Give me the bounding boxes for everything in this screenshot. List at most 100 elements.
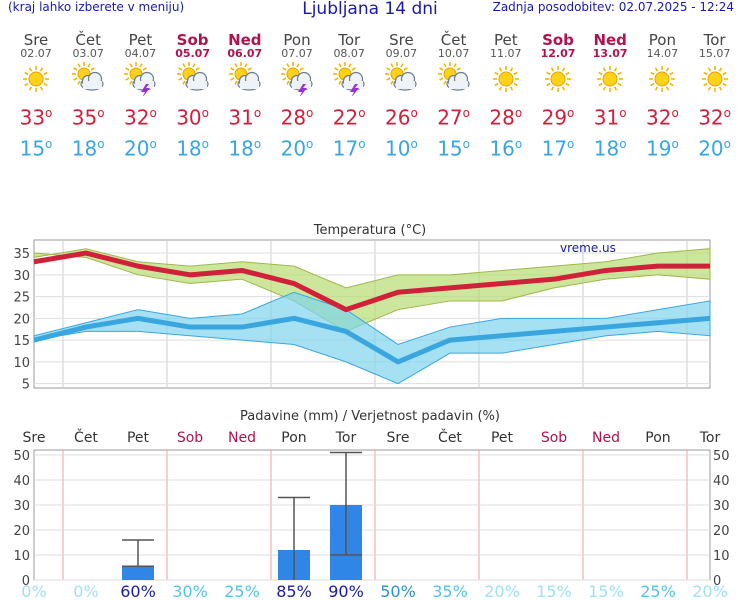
precipitation-bar [122,566,154,580]
y-tick-label-left: 10 [13,549,30,564]
max-temperature: 27o [437,105,470,130]
min-temperature: 17o [541,136,575,161]
sun-icon [701,66,728,92]
weather-icon-cell [219,62,271,98]
day-name: Sob [542,31,574,49]
day-column: Pet 11.07 28o 16o [480,32,532,161]
min-temperature-band [33,291,711,385]
weather-icon-cell [114,62,166,98]
max-temperature: 22o [332,105,366,130]
day-date: 04.07 [124,47,157,60]
probability-label: 20% [692,582,728,600]
probability-label: 35% [432,582,468,600]
min-temperature: 19o [645,136,679,161]
y-tick-label-right: 10 [713,549,730,564]
min-temperature: 17o [332,136,366,161]
x-category-label: Tor [699,430,721,446]
day-name: Ned [228,31,262,49]
day-name: Pet [493,31,518,49]
max-temperature: 31o [593,105,627,130]
day-name: Sre [389,31,414,49]
y-tick-label: 35 [13,247,30,262]
sun-storm-icon [124,62,156,98]
sun-cloud-icon [437,62,470,91]
max-temperature: 29o [541,105,575,130]
day-column: Sob 05.07 30o 18o [167,32,219,161]
x-category-label: Pet [491,430,514,446]
weather-icon-cell [271,62,323,98]
probability-label: 50% [380,582,416,600]
min-temperature: 15o [19,136,53,161]
min-temperature: 15o [437,136,470,161]
max-temperature: 32o [123,105,157,130]
day-date: 15.07 [698,47,731,60]
min-temperature: 10o [384,136,418,161]
max-temperature: 32o [698,105,731,130]
x-category-label: Sre [23,430,46,446]
weather-icon-cell [10,62,62,98]
day-name: Čet [75,31,101,49]
min-temperature: 18o [593,136,627,161]
day-name: Pet [128,31,153,49]
probability-label: 90% [328,582,364,600]
min-temperature: 20o [123,136,157,161]
day-column: Tor 08.07 22o 17o [323,32,375,161]
daily-forecast-strip: Sre 02.07 33o 15o Čet 03.07 35o 18o Pet 04.07 32o 2… [10,32,740,170]
day-column: Sre 09.07 26o 10o [375,32,427,161]
day-name: Sre [23,31,49,49]
day-date: 02.07 [20,47,52,60]
weather-icon-cell [375,62,427,98]
day-date: 06.07 [227,47,263,60]
x-category-label: Sre [387,430,410,446]
max-temperature-line [33,250,710,313]
y-tick-label-right: 0 [713,574,721,589]
day-date: 09.07 [385,47,418,60]
min-temperature: 20o [698,136,731,161]
day-column: Čet 10.07 27o 15o [428,32,480,161]
day-date: 11.07 [490,47,522,60]
weather-icon-cell [62,62,114,98]
probability-label: 30% [172,582,208,600]
day-name: Čet [440,31,467,49]
sun-icon [545,66,571,92]
weather-icon-cell [167,62,219,98]
x-category-label: Pon [645,430,670,446]
day-name: Pon [648,31,676,49]
day-name: Ned [593,31,627,49]
sun-storm-icon [281,62,313,98]
probability-label: 25% [224,582,260,600]
region-hint: (kraj lahko izberete v meniju) [8,0,185,14]
chart-title: Padavine (mm) / Verjetnost padavin (%) [240,409,500,424]
y-tick-label-left: 40 [13,474,30,489]
day-column: Sob 12.07 29o 17o [532,32,584,161]
min-temperature: 18o [71,136,105,161]
day-date: 03.07 [72,47,104,60]
weather-icon-cell [480,62,532,98]
probability-label: 20% [484,582,520,600]
min-temperature: 18o [176,136,209,161]
weather-icon-cell [428,62,480,98]
day-date: 14.07 [646,47,679,60]
day-name: Pon [283,31,311,49]
precipitation-chart: Padavine (mm) / Verjetnost padavin (%) Sr… [13,409,730,600]
day-date: 10.07 [437,47,470,60]
watermark: vreme.us [560,241,616,255]
sun-icon [492,66,519,92]
y-tick-label: 5 [22,378,30,392]
x-category-label: Sob [541,430,567,446]
max-temperature: 31o [228,105,262,130]
day-date: 05.07 [175,47,210,60]
day-date: 07.07 [281,47,313,60]
temperature-chart: Temperatura (°C) 5 10 15 20 25 30 35 vreme.us [13,223,711,392]
day-date: 12.07 [540,47,576,60]
probability-label: 85% [276,582,312,600]
max-temperature: 32o [645,105,679,130]
sun-icon [23,66,49,92]
probability-label: 15% [536,582,572,600]
day-column: Čet 03.07 35o 18o [62,32,114,161]
day-column: Pon 14.07 32o 19o [636,32,688,161]
day-name: Tor [338,31,361,49]
day-name: Sob [176,31,209,49]
x-category-label: Pet [127,430,150,446]
page-title: Ljubljana 14 dni [302,0,438,19]
